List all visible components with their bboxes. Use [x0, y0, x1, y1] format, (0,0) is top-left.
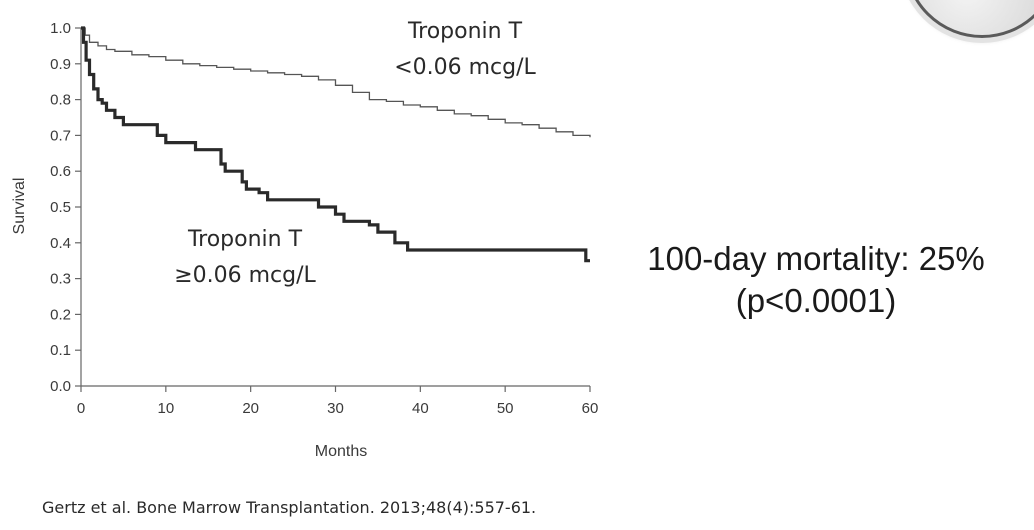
y-axis-title: Survival [11, 178, 28, 235]
x-tick-label: 60 [582, 400, 599, 417]
series-label-low-troponin: Troponin T <0.06 mcg/L [365, 14, 565, 86]
series-label-high-line2: ≥0.06 mcg/L [174, 263, 316, 288]
x-axis-ticks: 0 10 20 30 40 50 60 [77, 386, 599, 417]
survival-curve-low-troponin [81, 27, 591, 138]
y-tick-label: 0.0 [50, 378, 71, 395]
citation: Gertz et al. Bone Marrow Transplantation… [42, 498, 537, 517]
y-tick-label: 0.5 [50, 199, 71, 216]
x-tick-label: 10 [157, 400, 174, 417]
y-tick-label: 0.6 [50, 163, 71, 180]
series-label-low-line1: Troponin T [407, 19, 523, 44]
p-value-annotation: (p<0.0001) [735, 282, 897, 319]
y-tick-label: 1.0 [50, 20, 71, 37]
y-tick-label: 0.2 [50, 306, 71, 323]
x-tick-label: 20 [242, 400, 259, 417]
y-tick-label: 0.7 [50, 127, 71, 144]
x-axis-title: Months [315, 443, 367, 460]
y-tick-label: 0.8 [50, 92, 71, 109]
survival-curve-high-troponin [81, 26, 590, 263]
y-tick-label: 0.9 [50, 56, 71, 73]
x-tick-label: 40 [412, 400, 429, 417]
corner-badge-icon [904, 0, 1034, 38]
y-tick-label: 0.4 [50, 235, 71, 252]
survival-chart: 0.0 0.1 0.2 0.3 0.4 0.5 0.6 0.7 0.8 0.9 1.0 0 10 20 3… [11, 20, 599, 460]
y-tick-label: 0.1 [50, 342, 71, 359]
x-tick-label: 50 [497, 400, 514, 417]
y-tick-label: 0.3 [50, 271, 71, 288]
mortality-annotation: 100-day mortality: 25% [647, 240, 985, 277]
y-axis-ticks: 0.0 0.1 0.2 0.3 0.4 0.5 0.6 0.7 0.8 0.9 1.0 [50, 20, 81, 395]
x-tick-label: 0 [77, 400, 85, 417]
series-label-low-line2: <0.06 mcg/L [394, 55, 536, 80]
series-label-high-line1: Troponin T [187, 227, 303, 252]
x-tick-label: 30 [327, 400, 344, 417]
survival-curves [81, 26, 591, 263]
series-label-high-troponin: Troponin T ≥0.06 mcg/L [135, 222, 355, 294]
